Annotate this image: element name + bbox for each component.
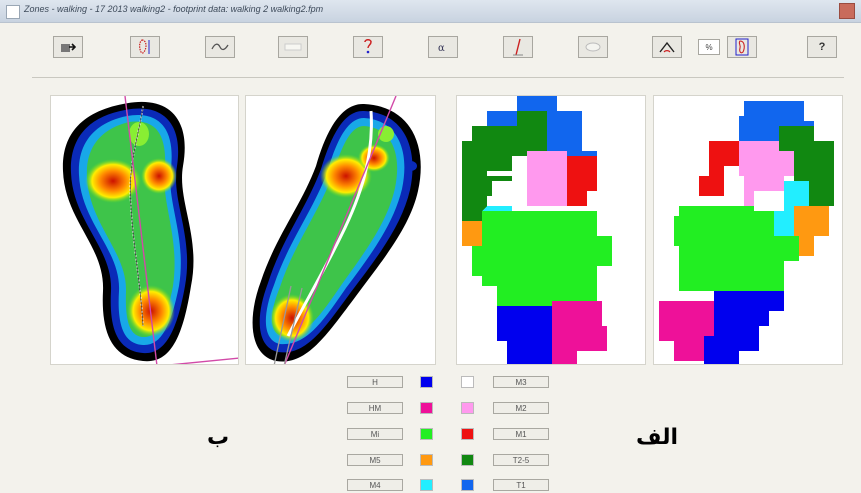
legend-label: M5: [347, 454, 403, 466]
toolbar-divider: [32, 77, 844, 78]
foot-frame-button[interactable]: [727, 36, 757, 58]
legend-label: M4: [347, 479, 403, 491]
legend-swatch: [420, 454, 433, 466]
open-button[interactable]: [53, 36, 83, 58]
angle-icon: [659, 41, 675, 53]
zone-heatmap-left: [462, 96, 612, 364]
legend-swatch: [461, 428, 474, 440]
pressure-heatmap-left: [62, 96, 238, 364]
foot-frame-icon: [735, 38, 749, 56]
alpha-button[interactable]: α: [428, 36, 458, 58]
legend-label: Mi: [347, 428, 403, 440]
zone-heatmap-right: [659, 101, 834, 364]
legend-label: HM: [347, 402, 403, 414]
toolbar: α % ?: [0, 24, 861, 68]
legend-label: M2: [493, 402, 549, 414]
zone-map-right[interactable]: [653, 95, 843, 365]
question-icon: ?: [818, 41, 826, 53]
close-icon[interactable]: [839, 3, 855, 19]
zoom-spinner[interactable]: %: [698, 39, 720, 55]
pressure-heatmap-right: [252, 96, 421, 364]
legend-label: T2-5: [493, 454, 549, 466]
foot-dots-icon: [139, 39, 150, 54]
legend-swatch: [461, 402, 474, 414]
help-button[interactable]: ?: [807, 36, 837, 58]
ellipse-button[interactable]: [578, 36, 608, 58]
legend-swatch: [461, 479, 474, 491]
foot-question-button[interactable]: [353, 36, 383, 58]
app-icon: [6, 5, 20, 19]
foot-question-icon: [364, 39, 372, 54]
title-bar: Zones - walking - 17 2013 walking2 - foo…: [0, 0, 861, 23]
axis-line-button[interactable]: [503, 36, 533, 58]
window-title: Zones - walking - 17 2013 walking2 - foo…: [24, 4, 324, 14]
blank-icon: [284, 43, 302, 51]
legend-swatch: [420, 428, 433, 440]
legend-swatch: [420, 479, 433, 491]
foot-outline-button[interactable]: [130, 36, 160, 58]
wave-icon: [211, 43, 229, 51]
legend-label: M1: [493, 428, 549, 440]
ellipse-icon: [585, 42, 601, 52]
angle-button[interactable]: [652, 36, 682, 58]
zone-map-left[interactable]: [456, 95, 646, 365]
legend-label: H: [347, 376, 403, 388]
label-alef: الف: [636, 425, 679, 450]
legend-swatch: [420, 402, 433, 414]
alpha-icon: α: [438, 43, 445, 52]
pressure-map-left[interactable]: [50, 95, 239, 365]
pressure-map-right[interactable]: [245, 95, 436, 365]
label-b: ب: [207, 425, 230, 450]
legend-swatch: [420, 376, 433, 388]
legend-label: T1: [493, 479, 549, 491]
axis-line-icon: [513, 38, 523, 56]
blank-button[interactable]: [278, 36, 308, 58]
legend-swatch: [461, 376, 474, 388]
legend-label: M3: [493, 376, 549, 388]
legend-swatch: [461, 454, 474, 466]
curve-button[interactable]: [205, 36, 235, 58]
svg-text:α: α: [438, 43, 445, 52]
folder-arrow-icon: [61, 43, 76, 52]
